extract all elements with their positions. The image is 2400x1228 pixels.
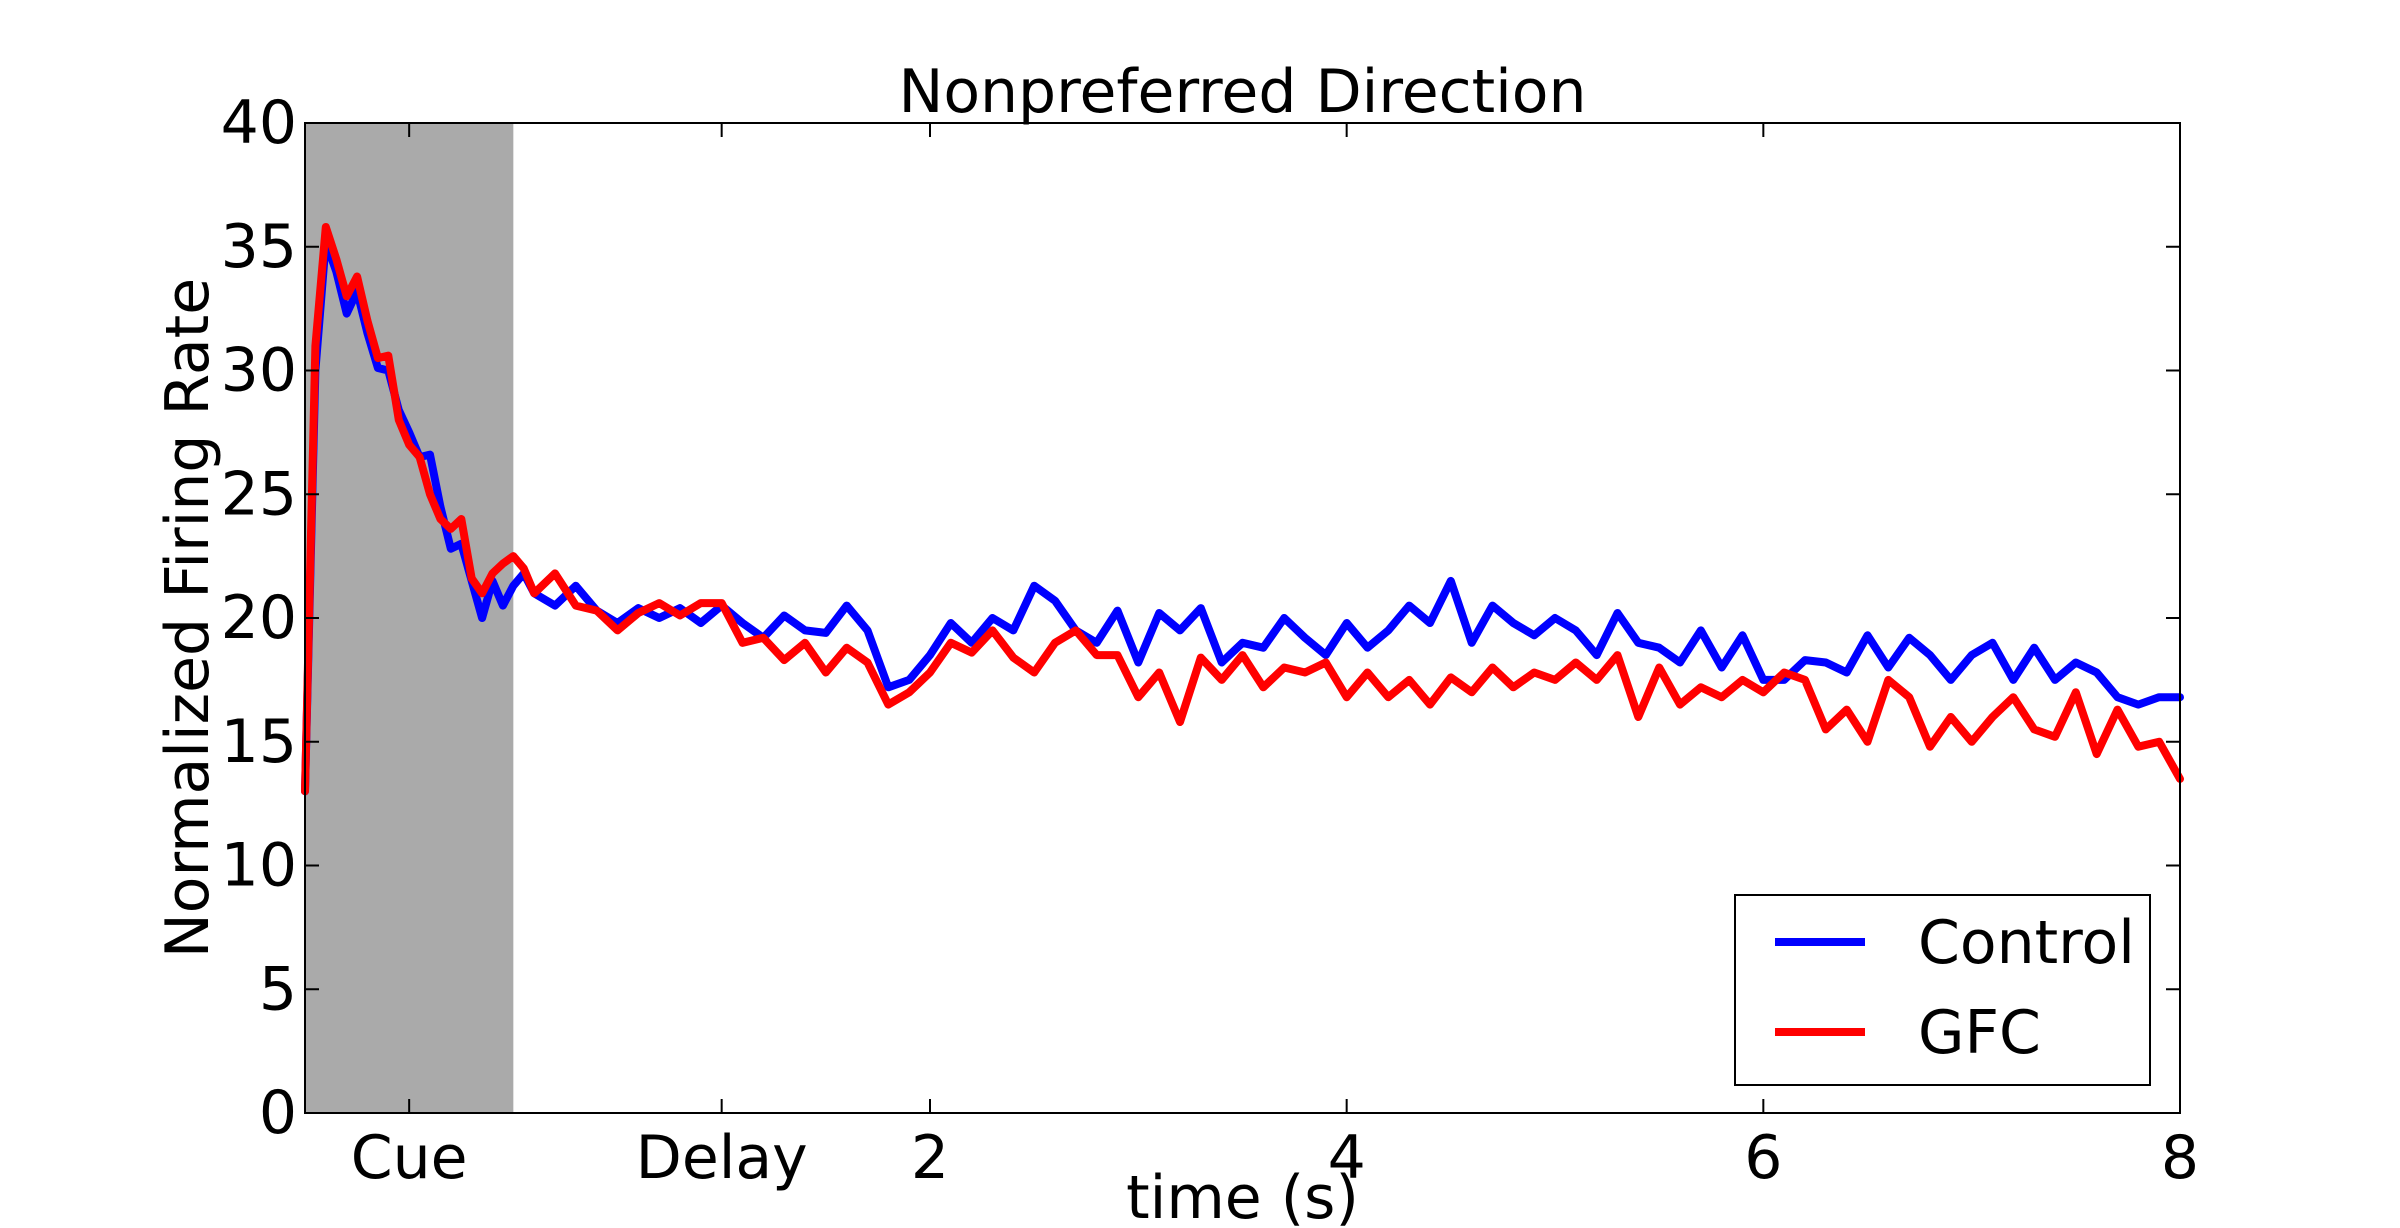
x-tick-label: Cue <box>351 1123 468 1193</box>
chart-title: Nonpreferred Direction <box>898 57 1586 127</box>
y-tick-label: 30 <box>221 336 297 406</box>
legend-box <box>1734 894 2151 1086</box>
y-tick-label: 25 <box>221 459 297 529</box>
series-layer <box>301 223 2184 796</box>
x-tick-label: Delay <box>636 1123 808 1193</box>
legend: Control GFC <box>1734 894 2151 1086</box>
series-line-gfc <box>301 223 2184 796</box>
legend-label-gfc: GFC <box>1918 998 2041 1068</box>
y-tick-label: 10 <box>221 831 297 901</box>
y-tick-label: 15 <box>221 707 297 777</box>
x-tick-label: 4 <box>1328 1123 1366 1193</box>
x-tick-label: 2 <box>911 1123 949 1193</box>
x-tick-label: 8 <box>2161 1123 2199 1193</box>
y-tick-label: 40 <box>221 88 297 158</box>
tick-layer: 0 5 10 15 20 25 30 35 40 Cue Delay 2 4 6 8 <box>221 88 2199 1193</box>
y-tick-label: 20 <box>221 583 297 653</box>
y-tick-label: 35 <box>221 212 297 282</box>
series-line-control <box>301 237 2184 796</box>
x-tick-label: 6 <box>1744 1123 1782 1193</box>
y-tick-label: 5 <box>259 954 297 1024</box>
y-tick-label: 0 <box>259 1078 297 1148</box>
x-axis-label: time (s) <box>1126 1163 1359 1228</box>
y-axis-label: Normalized Firing Rate <box>153 278 223 958</box>
legend-label-control: Control <box>1918 908 2135 978</box>
